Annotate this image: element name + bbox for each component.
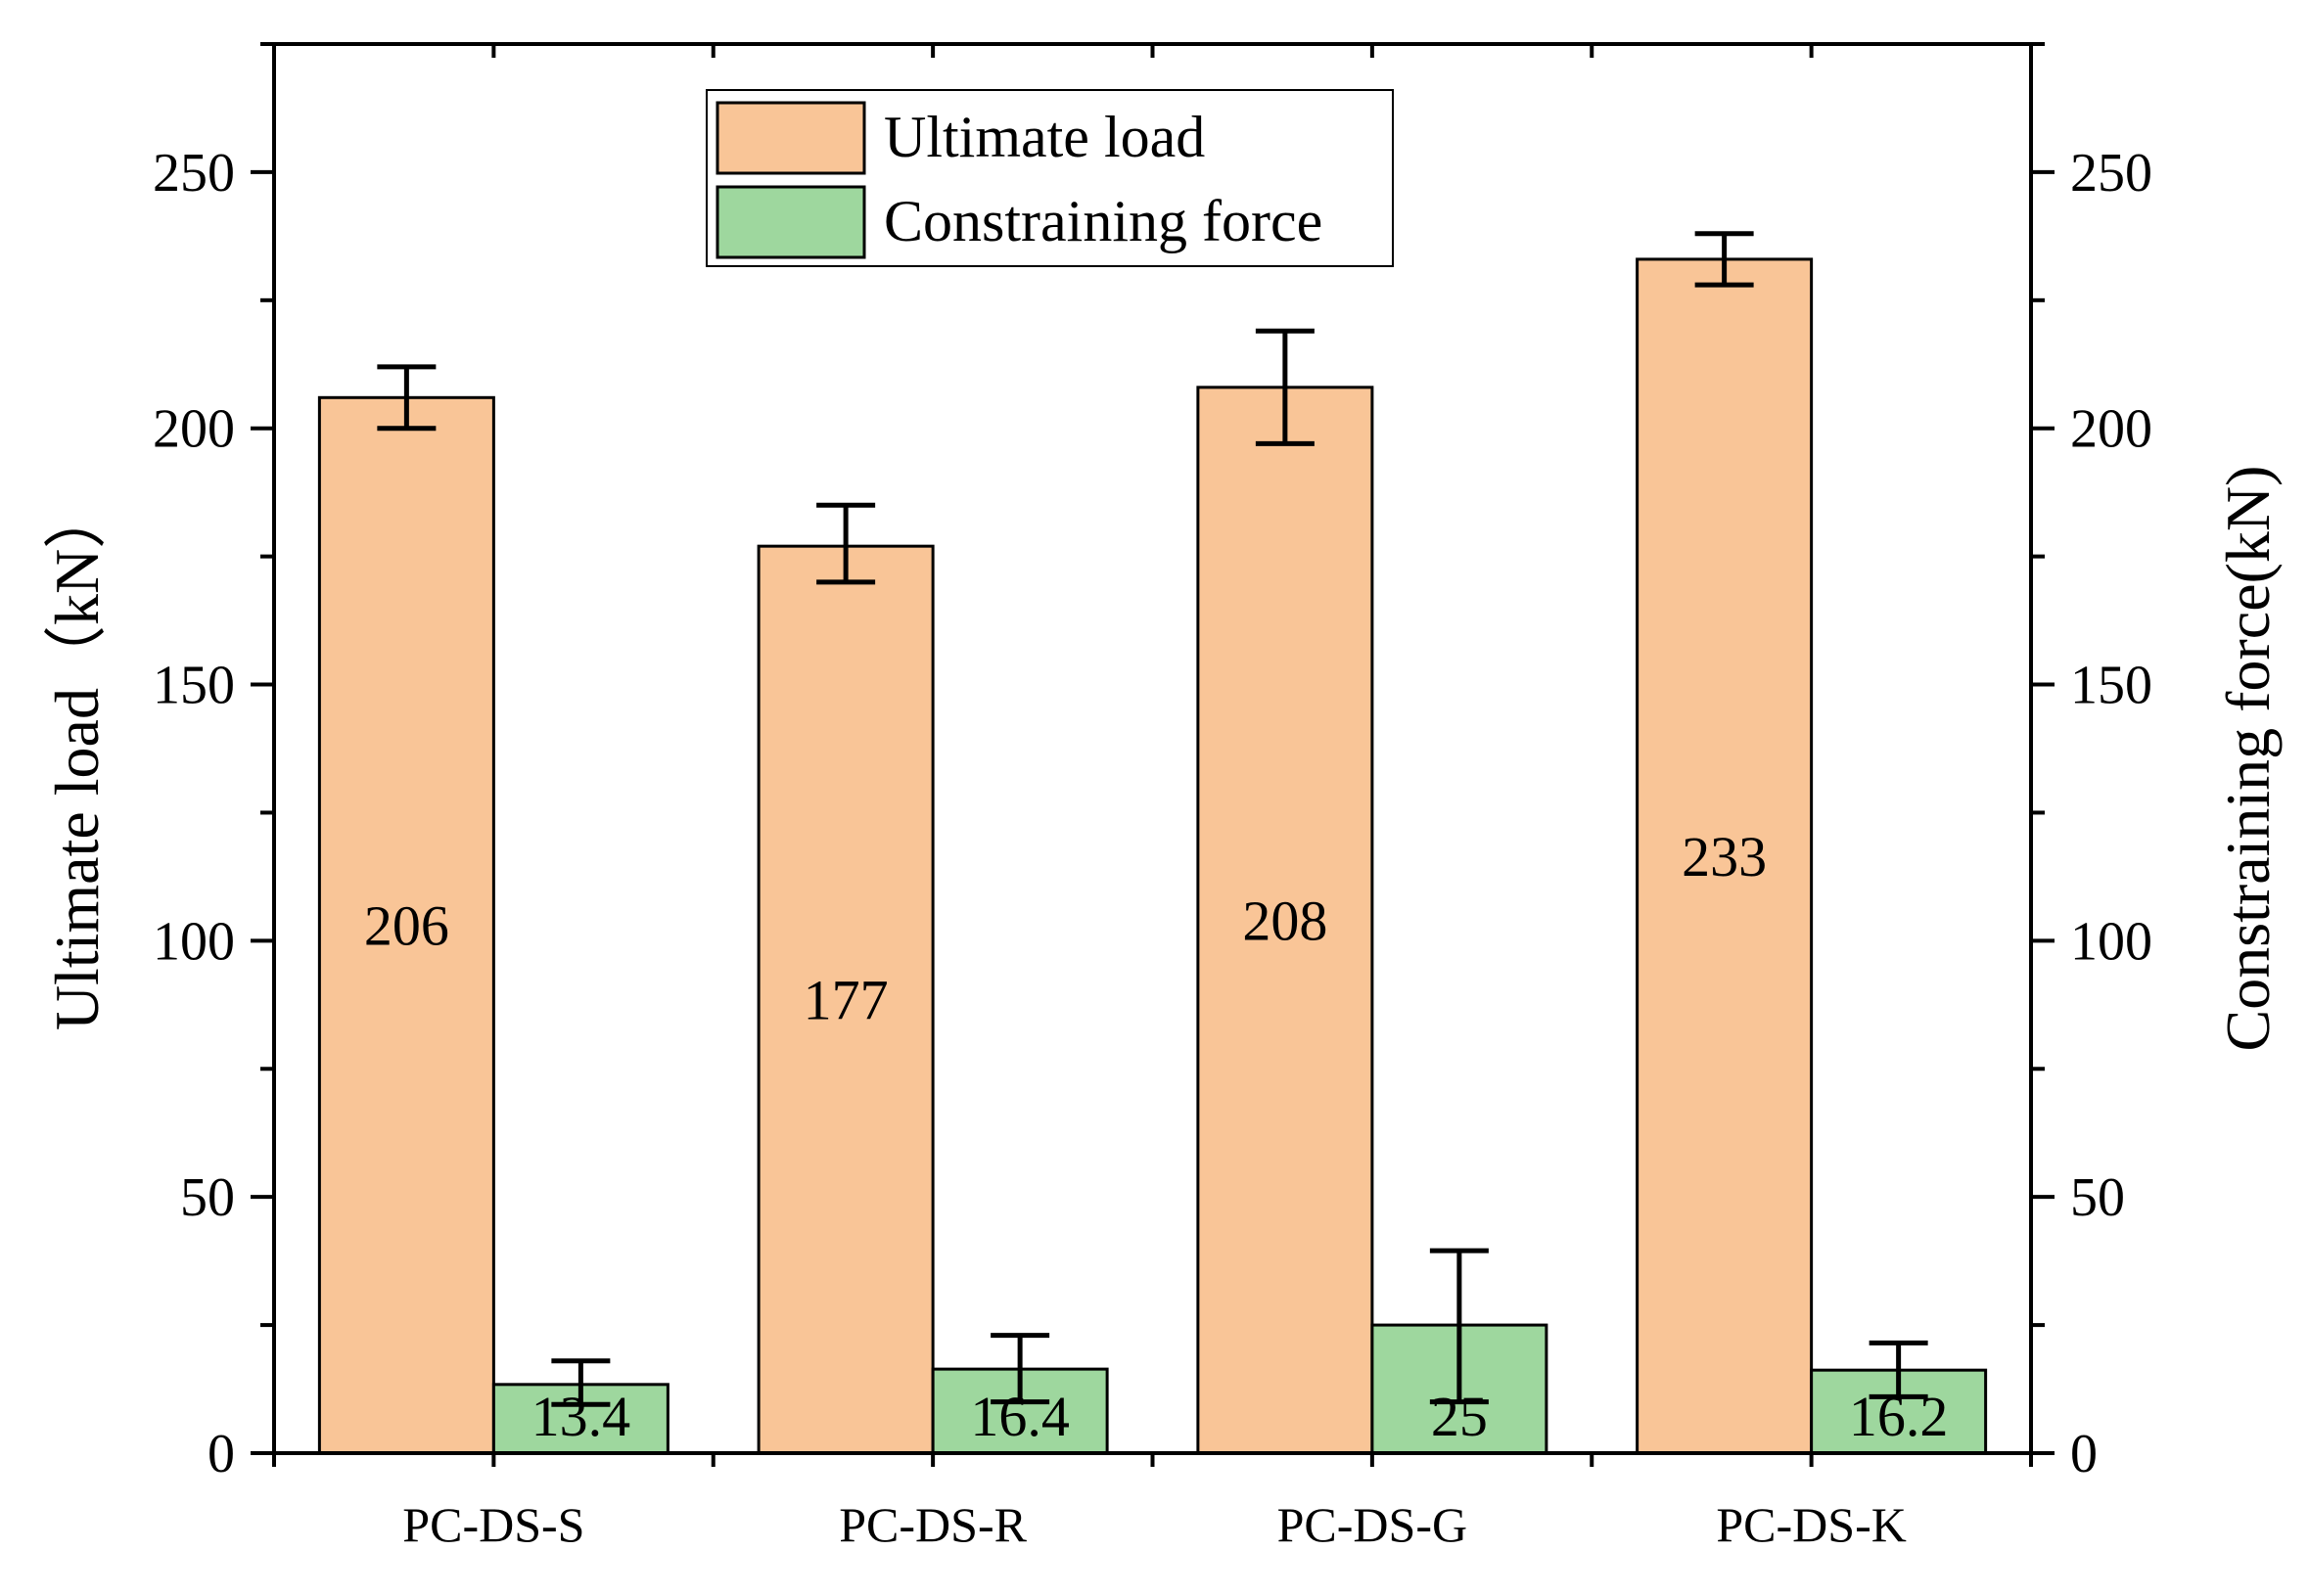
y-tick-label-right-100: 100 [2070,911,2152,972]
y-axis-right-title: Constraining force(kN) [2213,466,2283,1052]
x-tick-label-pc-ds-g: PC-DS-G [1277,1497,1467,1552]
data-label-constraining-force-pc-ds-g: 25 [1431,1385,1488,1448]
error-bar-ultimate-load-pc-ds-r [816,502,876,585]
error-bar-ultimate-load-pc-ds-k [1694,231,1754,288]
y-tick-label-left-250: 250 [153,143,235,204]
legend-swatch-constraining-force [716,185,866,259]
error-bar-ultimate-load-pc-ds-s [377,364,437,432]
y-tick-label-right-200: 200 [2070,399,2152,460]
y-axis-left-title: Ultimate load（kN） [42,486,112,1030]
y-tick-label-left-200: 200 [153,399,235,460]
data-label-constraining-force-pc-ds-s: 13.4 [531,1385,631,1448]
y-tick-label-right-150: 150 [2070,656,2152,716]
x-tick-label-pc-ds-r: PC-DS-R [839,1497,1027,1552]
legend-label-ultimate-load: Ultimate load [884,105,1205,169]
x-tick-label-pc-ds-s: PC-DS-S [402,1497,584,1552]
error-bar-ultimate-load-pc-ds-g [1255,328,1315,446]
error-bars-layer [377,231,1928,1407]
bar-ultimate-load-pc-ds-r [757,544,935,1455]
bar-ultimate-load-pc-ds-k [1636,257,1814,1455]
y-tick-label-right-0: 0 [2070,1424,2098,1484]
error-bar-constraining-force-pc-ds-s [551,1358,611,1407]
y-tick-label-right-50: 50 [2070,1167,2125,1228]
y-tick-label-left-50: 50 [180,1167,235,1228]
y-tick-label-right-250: 250 [2070,143,2152,204]
error-bar-constraining-force-pc-ds-g [1429,1248,1489,1405]
data-label-constraining-force-pc-ds-r: 16.4 [970,1385,1070,1448]
y-tick-label-left-100: 100 [153,911,235,972]
axes-layer: PC-DS-S PC-DS-R PC-DS-G PC-DS-K 0 0 50 50 100 100… [153,42,2152,1552]
bar-labels-layer: 206 13.4 177 16.4 208 25 233 16.2 [364,825,1949,1448]
error-bar-constraining-force-pc-ds-k [1869,1340,1928,1399]
data-label-ultimate-load-pc-ds-r: 177 [804,969,889,1032]
legend: Ultimate load Constraining force [706,89,1394,267]
legend-swatch-ultimate-load [716,101,866,175]
bar-ultimate-load-pc-ds-s [317,395,495,1455]
x-tick-label-pc-ds-k: PC-DS-K [1716,1497,1906,1552]
legend-label-constraining-force: Constraining force [884,189,1322,253]
data-label-ultimate-load-pc-ds-s: 206 [364,894,449,958]
data-label-constraining-force-pc-ds-k: 16.2 [1849,1385,1949,1448]
error-bar-constraining-force-pc-ds-r [991,1333,1050,1405]
data-label-ultimate-load-pc-ds-k: 233 [1682,825,1767,889]
y-tick-label-left-150: 150 [153,656,235,716]
bars-layer [317,257,1988,1455]
data-label-ultimate-load-pc-ds-g: 208 [1242,889,1327,952]
y-tick-label-left-0: 0 [208,1424,235,1484]
